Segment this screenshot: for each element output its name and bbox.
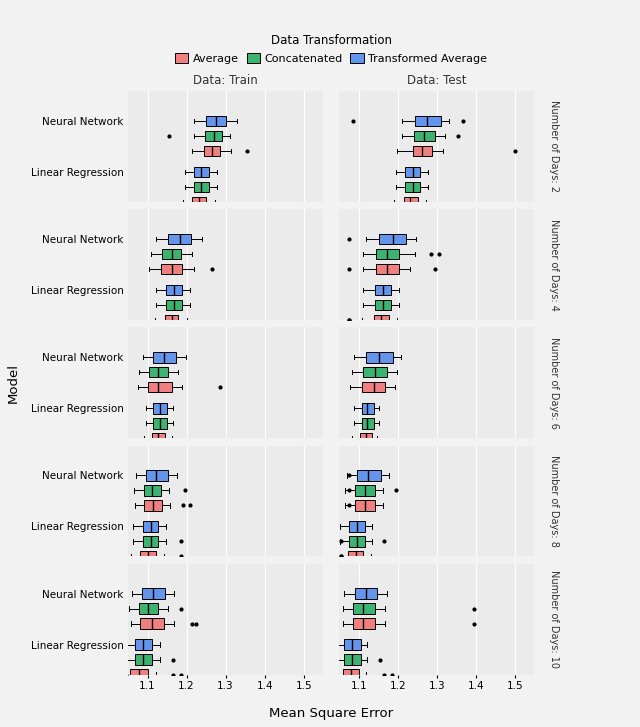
Bar	[414, 131, 435, 141]
Text: Number of Days: 6: Number of Days: 6	[548, 337, 559, 429]
Bar	[360, 433, 372, 443]
Bar	[379, 234, 406, 244]
Bar	[375, 300, 391, 310]
Bar	[344, 640, 361, 650]
Text: Number of Days: 8: Number of Days: 8	[548, 455, 559, 547]
Bar	[145, 500, 163, 510]
Bar	[166, 300, 182, 310]
Bar	[355, 485, 375, 496]
Bar	[141, 619, 164, 629]
Bar	[204, 145, 220, 156]
Bar	[130, 670, 148, 680]
Bar	[374, 315, 389, 325]
Bar	[348, 551, 364, 562]
Bar	[161, 264, 182, 274]
Bar	[362, 382, 385, 393]
Bar	[193, 182, 209, 192]
Bar	[364, 367, 387, 377]
Bar	[166, 285, 182, 295]
Bar	[193, 196, 205, 207]
Bar	[145, 470, 168, 481]
Bar	[404, 182, 420, 192]
Bar	[355, 500, 375, 510]
Bar	[365, 352, 393, 363]
Bar	[356, 470, 381, 481]
Bar	[415, 116, 441, 126]
Text: Number of Days: 2: Number of Days: 2	[548, 100, 559, 193]
Bar	[355, 588, 378, 599]
Bar	[349, 521, 365, 531]
Bar	[139, 603, 159, 614]
Bar	[343, 670, 359, 680]
Bar	[353, 603, 375, 614]
Bar	[165, 315, 179, 325]
Bar	[413, 145, 432, 156]
Bar	[375, 285, 391, 295]
Bar	[154, 418, 166, 428]
Bar	[362, 418, 374, 428]
Text: Number of Days: 4: Number of Days: 4	[548, 219, 559, 310]
Bar	[152, 433, 164, 443]
Text: Mean Square Error: Mean Square Error	[269, 707, 393, 720]
Bar	[135, 640, 152, 650]
Bar	[143, 485, 161, 496]
Text: Model: Model	[6, 363, 19, 403]
Bar	[206, 116, 226, 126]
Bar	[193, 166, 209, 177]
Text: Number of Days: 10: Number of Days: 10	[548, 570, 559, 668]
Bar	[143, 537, 159, 547]
Bar	[353, 619, 375, 629]
Text: Data: Test: Data: Test	[407, 74, 467, 87]
Bar	[135, 654, 152, 665]
Bar	[349, 537, 365, 547]
Bar	[344, 654, 361, 665]
Bar	[404, 166, 420, 177]
Bar	[154, 403, 166, 414]
Bar	[376, 249, 399, 260]
Bar	[147, 382, 172, 393]
Legend: Average, Concatenated, Transformed Average: Average, Concatenated, Transformed Avera…	[175, 34, 487, 64]
Bar	[168, 234, 191, 244]
Bar	[404, 196, 418, 207]
Bar	[141, 551, 156, 562]
Bar	[163, 249, 181, 260]
Bar	[362, 403, 374, 414]
Bar	[143, 521, 159, 531]
Bar	[205, 131, 223, 141]
Bar	[376, 264, 399, 274]
Text: Data: Train: Data: Train	[193, 74, 258, 87]
Bar	[150, 367, 168, 377]
Bar	[154, 352, 175, 363]
Bar	[141, 588, 165, 599]
